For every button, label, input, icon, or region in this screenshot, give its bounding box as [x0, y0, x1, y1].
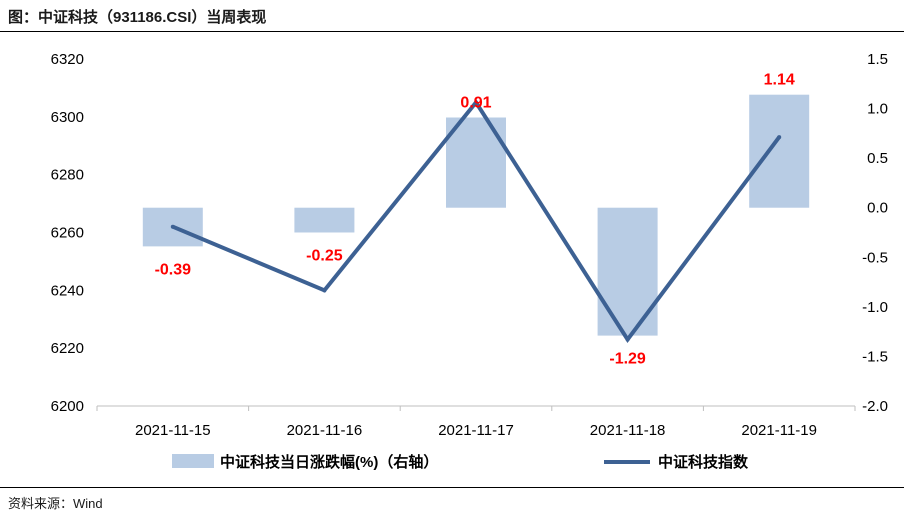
data-label: -0.25	[306, 248, 343, 265]
legend-label-bar: 中证科技当日涨跌幅(%)（右轴）	[220, 453, 438, 471]
category-label: 2021-11-18	[590, 422, 666, 439]
data-label: 0.91	[460, 94, 491, 111]
data-label: 1.14	[764, 72, 795, 89]
chart-area: -0.39 -0.25 0.91 -1.29 1.14 6200 6220 6240 6260…	[51, 51, 888, 471]
source-note: 资料来源：Wind	[8, 496, 103, 511]
right-tick-label: 0.5	[867, 150, 888, 167]
category-label: 2021-11-17	[438, 422, 514, 439]
bar-2021-11-18	[597, 207, 658, 336]
category-label: 2021-11-19	[741, 422, 817, 439]
chart-title: 图：中证科技（931186.CSI）当周表现	[8, 9, 267, 26]
left-tick-label: 6300	[51, 109, 84, 126]
right-tick-label: 1.5	[867, 51, 888, 68]
left-tick-label: 6200	[51, 398, 84, 415]
legend-label-line: 中证科技指数	[658, 453, 749, 471]
data-labels: -0.39 -0.25 0.91 -1.29 1.14	[155, 72, 795, 368]
line-point-2021-11-19	[777, 135, 782, 140]
right-tick-label: -2.0	[862, 398, 888, 415]
line-series	[170, 98, 782, 344]
line-point-2021-11-16	[322, 288, 327, 293]
right-tick-label: 1.0	[867, 101, 888, 118]
data-label: -1.29	[609, 351, 646, 368]
data-label: -0.39	[155, 261, 192, 278]
right-tick-label: -1.0	[862, 299, 888, 316]
category-label: 2021-11-15	[135, 422, 211, 439]
legend-swatch-bar	[172, 454, 214, 468]
bottom-divider	[0, 487, 904, 488]
chart-frame	[96, 405, 856, 411]
left-tick-label: 6220	[51, 340, 84, 357]
right-tick-label: -1.5	[862, 348, 888, 365]
left-tick-label: 6260	[51, 225, 84, 242]
top-divider	[0, 31, 904, 32]
bar-2021-11-19	[749, 94, 810, 208]
category-label: 2021-11-16	[287, 422, 363, 439]
left-tick-label: 6240	[51, 282, 84, 299]
line-point-2021-11-17	[474, 100, 478, 105]
axes: 6200 6220 6240 6260 6280 6300 6320 -2.0 -1.5 -1.0…	[51, 51, 888, 439]
left-tick-label: 6320	[51, 51, 84, 68]
left-tick-label: 6280	[51, 167, 84, 184]
right-tick-label: -0.5	[862, 249, 888, 266]
right-tick-label: 0.0	[867, 200, 888, 217]
legend: 中证科技当日涨跌幅(%)（右轴） 中证科技指数	[172, 453, 749, 471]
line-point-2021-11-18	[625, 337, 630, 342]
line-point-2021-11-15	[170, 224, 175, 229]
bar-2021-11-16	[294, 207, 355, 233]
bar-series	[142, 94, 810, 336]
